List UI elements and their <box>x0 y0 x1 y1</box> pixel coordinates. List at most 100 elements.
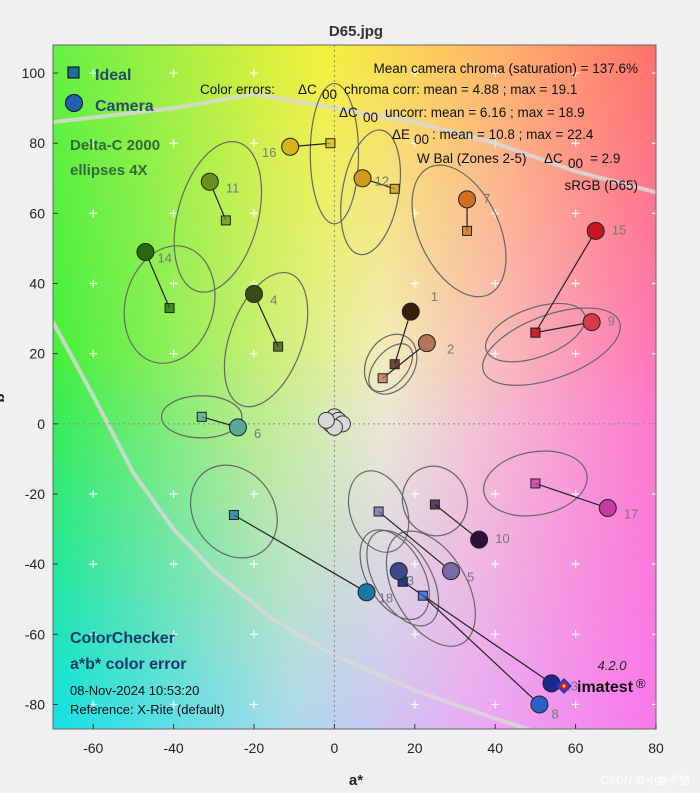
stat-uncorr-text: uncorr: mean = 6.16 ; max = 18.9 <box>385 105 585 120</box>
ellipse-patch-12 <box>340 129 401 256</box>
ellipse-note-line1: Delta-C 2000 <box>70 137 160 154</box>
ideal-marker-patch-7 <box>462 225 473 236</box>
camera-marker-patch-13 <box>542 674 561 693</box>
error-line-patch-9 <box>535 321 592 334</box>
y-tick-label: 100 <box>22 65 46 81</box>
ellipse-patch-4 <box>223 271 309 408</box>
grid-cross <box>250 630 258 639</box>
ellipse-patch-2 <box>368 343 414 393</box>
ideal-marker-patch-11 <box>220 215 231 226</box>
plot-area: 123456789101112131415161718 <box>53 45 656 729</box>
x-tick-label: -40 <box>163 740 183 756</box>
error-line-patch-1 <box>394 311 412 365</box>
ellipse-patch-8 <box>385 530 476 647</box>
grid-cross <box>491 489 500 498</box>
ellipse-patch-9 <box>482 307 621 386</box>
error-line-patch-15 <box>534 230 597 333</box>
camera-marker-patch-18 <box>357 583 376 602</box>
error-line-patch-2 <box>382 342 428 379</box>
footer-date: 08-Nov-2024 10:53:20 <box>70 683 199 698</box>
neutral-points <box>317 408 351 436</box>
grid-crosses <box>89 69 656 709</box>
grid-cross <box>250 349 258 358</box>
background-bottom <box>53 45 656 729</box>
stat-mean-chroma: Mean camera chroma (saturation) = 137.6% <box>373 61 638 76</box>
stat-wbal-prefix: W Bal (Zones 2-5) <box>417 151 527 166</box>
error-line-patch-8 <box>422 595 540 705</box>
grid-cross <box>250 560 258 569</box>
grid-cross <box>571 349 580 358</box>
camera-marker-patch-10 <box>470 530 489 549</box>
camera-marker-patch-6 <box>228 418 247 437</box>
delta-c-symbol: ΔC <box>544 151 563 166</box>
patch-label-15: 15 <box>612 222 626 237</box>
stat-white-balance: W Bal (Zones 2-5) ΔC 00 = 2.9 <box>417 151 620 171</box>
grid-cross <box>410 139 419 148</box>
grid-cross <box>169 700 178 709</box>
camera-marker-patch-2 <box>417 334 436 353</box>
ideal-marker-patch-1 <box>389 359 400 370</box>
ideal-marker-patch-16 <box>325 138 336 149</box>
grid-cross <box>169 489 178 498</box>
patch-label-11: 11 <box>226 180 240 195</box>
grid-cross <box>89 349 98 358</box>
patch-label-14: 14 <box>158 250 172 265</box>
delta-c-symbol: ΔC <box>339 105 358 120</box>
grid-cross <box>410 630 419 639</box>
grid-cross <box>169 279 178 288</box>
delta-c-symbol: ΔC <box>298 82 317 97</box>
ellipse-patch-17 <box>483 450 588 517</box>
x-tick-label: -60 <box>83 740 103 756</box>
brand-reg: ® <box>636 676 646 691</box>
x-tick-label: 20 <box>407 740 423 756</box>
camera-marker-patch-9 <box>582 313 601 332</box>
x-tick-label: -20 <box>244 740 264 756</box>
camera-marker-patch-4 <box>245 285 263 304</box>
error-line-patch-5 <box>378 511 452 572</box>
x-tick-label: 60 <box>568 740 584 756</box>
grid-cross <box>169 349 178 358</box>
ideal-markers <box>164 138 541 601</box>
grid-cross <box>250 209 258 218</box>
error-line-patch-14 <box>144 251 171 309</box>
grid-cross <box>491 700 500 709</box>
y-tick-label: 80 <box>29 135 45 151</box>
ideal-marker-patch-18 <box>228 510 239 521</box>
ellipse-patch-10 <box>401 465 469 537</box>
error-line-patch-17 <box>535 482 608 509</box>
grid-cross <box>89 279 98 288</box>
x-axis-label: a* <box>349 772 363 789</box>
grid-cross <box>89 139 98 148</box>
brand-version: 4.2.0 <box>598 658 628 673</box>
grid-cross <box>571 279 580 288</box>
y-tick-label: 0 <box>37 416 45 432</box>
grid-cross <box>169 630 178 639</box>
ideal-marker-patch-6 <box>196 411 207 422</box>
error-line-patch-10 <box>434 504 480 541</box>
ellipses-layer <box>123 82 621 647</box>
patch-label-8: 8 <box>551 706 558 721</box>
grid-cross <box>89 209 98 218</box>
grid-cross <box>250 139 258 148</box>
patch-label-5: 5 <box>467 570 474 585</box>
camera-marker-patch-3 <box>389 562 408 581</box>
ellipse-patch-16 <box>309 82 360 225</box>
chart-title: D65.jpg <box>329 23 383 40</box>
grid-cross <box>491 349 500 358</box>
camera-marker-patch-1 <box>401 302 420 321</box>
x-ticks: -60 -40 -20 0 20 40 60 80 <box>83 724 664 756</box>
grid-cross <box>410 69 419 78</box>
delta-c-subscript: 00 <box>322 87 337 102</box>
patch-label-1: 1 <box>431 289 438 304</box>
delta-e-symbol: ΔE <box>392 127 410 142</box>
y-tick-label: -60 <box>25 626 45 642</box>
delta-e-subscript: 00 <box>414 132 429 147</box>
x-tick-label: 40 <box>487 740 503 756</box>
grid-cross <box>652 489 656 498</box>
legend-camera-label: Camera <box>95 98 154 115</box>
y-ticks: -80 -60 -40 -20 0 20 40 60 80 100 <box>22 65 58 712</box>
gamut-line-left <box>53 321 535 729</box>
grid-cross <box>491 69 500 78</box>
stat-delta-e: ΔE 00 : mean = 10.8 ; max = 22.4 <box>392 127 594 147</box>
